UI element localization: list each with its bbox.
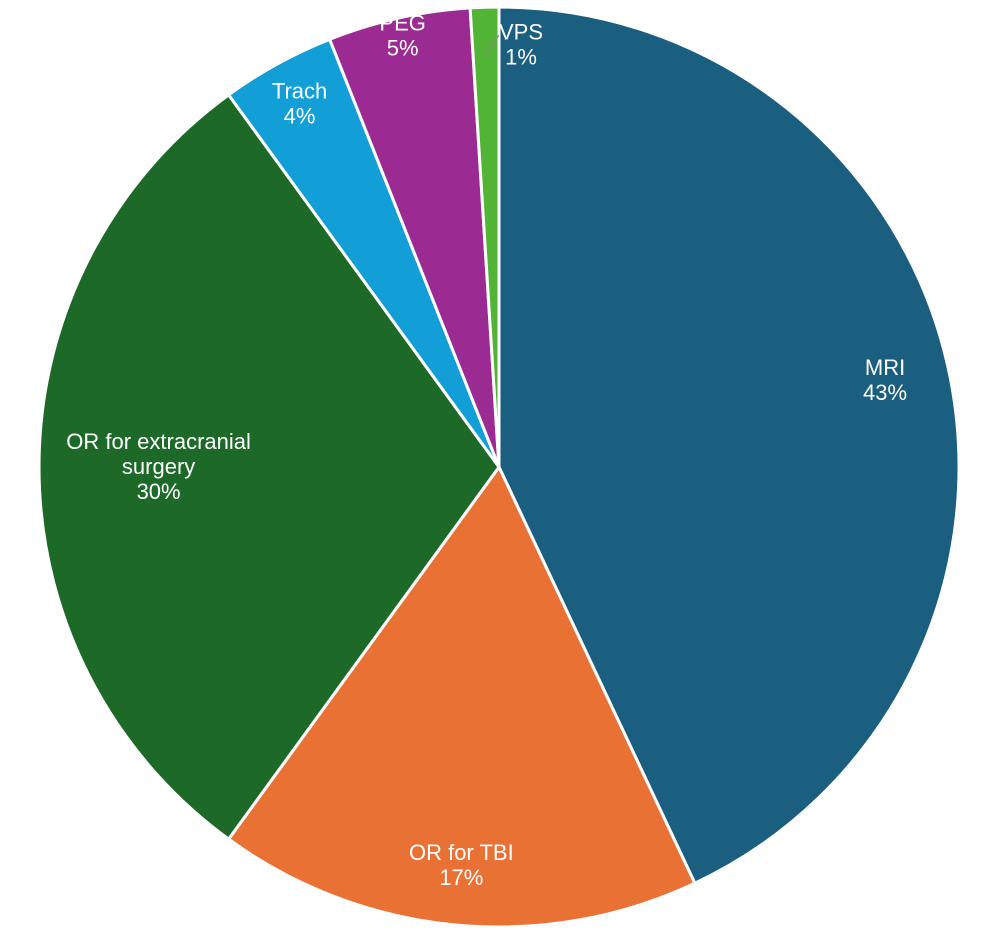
slice-mri [497,5,961,885]
slice-label-vps-pct: 1% [505,45,537,70]
slice-vps [468,5,501,469]
slice-or-for-extracranial-surgery [37,93,501,841]
slice-label-or-for-extracranial-surgery-pct: 30% [137,479,181,504]
pie-slices [37,5,961,929]
slice-label-vps: VPS [499,20,543,45]
slice-label-or-for-extracranial-surgery: OR for extracranial [66,429,251,454]
slice-label-peg: PEG [379,11,425,36]
slice-label-mri: MRI [865,355,905,380]
slice-label-or-for-tbi-pct: 17% [439,865,483,890]
slice-label-or-for-extracranial-surgery: surgery [122,454,195,479]
slice-peg [328,6,501,469]
slice-label-trach: Trach [272,79,327,104]
slice-label-or-for-tbi: OR for TBI [409,840,514,865]
slice-label-peg-pct: 5% [387,36,419,61]
vps-leader-line [485,34,500,54]
slice-or-for-tbi [227,465,697,929]
slice-label-trach-pct: 4% [284,104,316,129]
slice-label-mri-pct: 43% [863,380,907,405]
